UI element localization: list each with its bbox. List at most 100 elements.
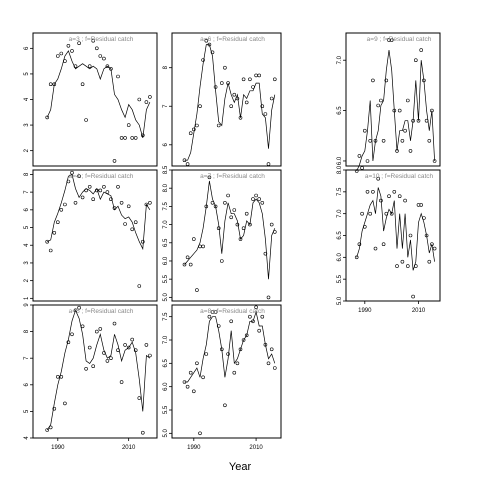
observed-point: [182, 158, 187, 162]
observed-point: [354, 255, 359, 260]
observed-point: [216, 123, 221, 128]
observed-point: [102, 185, 106, 189]
observed-point: [59, 374, 64, 379]
observed-point: [373, 246, 378, 251]
observed-point: [260, 201, 265, 205]
panel-frame: [345, 169, 441, 302]
observed-point: [141, 239, 145, 244]
y-tick-label: 5.0: [163, 293, 169, 302]
observed-point: [116, 185, 120, 189]
observed-point: [102, 56, 106, 61]
observed-point: [66, 43, 71, 48]
observed-point: [123, 136, 127, 140]
panel-frame: [171, 32, 282, 167]
x-axis: 1990 2010: [187, 438, 263, 451]
observed-point: [226, 193, 230, 198]
observed-point: [229, 215, 233, 220]
panel-4: 1 2 3 4 5 6 7 8 a=4 ; f=Residual catch: [24, 169, 158, 302]
observed-point: [362, 128, 367, 133]
y-axis: 5.0 5.5 6.0 6.5 7.0 7.5 8.0: [337, 165, 346, 305]
x-tick-label: 2010: [122, 445, 136, 451]
observed-point: [376, 103, 381, 108]
y-tick-label: 8: [24, 329, 30, 333]
observed-point: [63, 59, 67, 63]
observed-point: [430, 242, 434, 246]
observed-point: [213, 310, 218, 314]
panel-5: 5.0 5.5 6.0 6.5 7.0 7.5 8.0 8.5 a=7 ; f=Residual…: [163, 165, 282, 302]
observed-point: [379, 198, 383, 203]
observed-point: [98, 54, 103, 58]
observed-point: [91, 197, 95, 201]
observed-point: [59, 208, 64, 212]
observed-point: [80, 324, 85, 329]
observed-point: [210, 50, 215, 55]
observed-point: [137, 396, 142, 400]
observed-point: [91, 364, 95, 369]
observed-point: [419, 203, 424, 207]
observed-point: [84, 366, 88, 371]
observed-point: [80, 82, 85, 86]
observed-point: [48, 425, 53, 430]
observed-point: [229, 319, 233, 324]
observed-point: [257, 328, 262, 333]
observed-point: [260, 314, 265, 319]
observed-point: [98, 327, 103, 331]
panel-label: a=10 ; f=Residual catch: [365, 173, 434, 180]
observed-point: [80, 195, 85, 200]
panel-frame: [32, 32, 158, 167]
observed-point: [77, 305, 81, 310]
observed-point: [238, 116, 243, 120]
observed-point: [52, 231, 57, 235]
observed-point: [272, 77, 277, 82]
observed-point: [144, 100, 149, 104]
observed-point: [263, 251, 268, 256]
y-axis: 5.0 5.5 6.0 6.5 7.0 7.5: [163, 312, 172, 438]
x-tick-label: 2010: [412, 308, 426, 314]
y-tick-label: 3: [24, 123, 30, 127]
panel-8: 5.0 5.5 6.0 6.5 7.0 7.5 1990 2010 a=8 ; f=Residu…: [163, 304, 282, 451]
y-tick-label: 2: [24, 278, 30, 282]
observed-point: [244, 333, 249, 338]
observed-point: [130, 337, 134, 342]
observed-point: [272, 366, 277, 370]
observed-point: [112, 159, 117, 163]
observed-point: [432, 159, 437, 163]
y-tick-label: 6: [163, 142, 169, 146]
fitted-line: [46, 309, 151, 431]
observed-point: [195, 123, 199, 128]
observed-point: [397, 108, 402, 113]
observed-point: [48, 82, 53, 86]
observed-point: [123, 222, 127, 226]
observed-point: [381, 242, 386, 246]
observed-point: [185, 255, 190, 260]
y-tick-label: 5.5: [337, 274, 343, 283]
panel-label: a=3 ; f=Residual catch: [69, 36, 134, 43]
x-tick-label: 1990: [358, 308, 372, 314]
observed-point: [408, 149, 413, 153]
observed-point: [248, 222, 252, 227]
y-tick-label: 7.0: [163, 220, 169, 229]
observed-point: [137, 97, 142, 102]
observed-point: [148, 201, 152, 205]
observed-point: [269, 347, 274, 352]
observed-point: [376, 176, 381, 181]
observed-point: [204, 204, 209, 209]
observed-point: [198, 104, 202, 108]
observed-point: [95, 329, 99, 334]
observed-point: [123, 343, 127, 347]
observed-point: [381, 139, 386, 143]
observed-point: [182, 380, 187, 384]
y-tick-label: 6.5: [163, 238, 169, 247]
fitted-line: [356, 187, 435, 271]
panel-label: a=7 ; f=Residual catch: [200, 173, 265, 180]
observed-point: [365, 159, 370, 163]
x-tick-label: 2010: [249, 445, 263, 451]
observed-point: [213, 85, 218, 89]
observed-point: [427, 139, 432, 143]
y-tick-label: 7.0: [337, 209, 343, 218]
observed-point: [192, 389, 196, 394]
y-tick-label: 7: [24, 190, 30, 194]
observed-point: [413, 264, 418, 268]
observed-point: [408, 233, 413, 238]
observed-point: [365, 190, 370, 194]
